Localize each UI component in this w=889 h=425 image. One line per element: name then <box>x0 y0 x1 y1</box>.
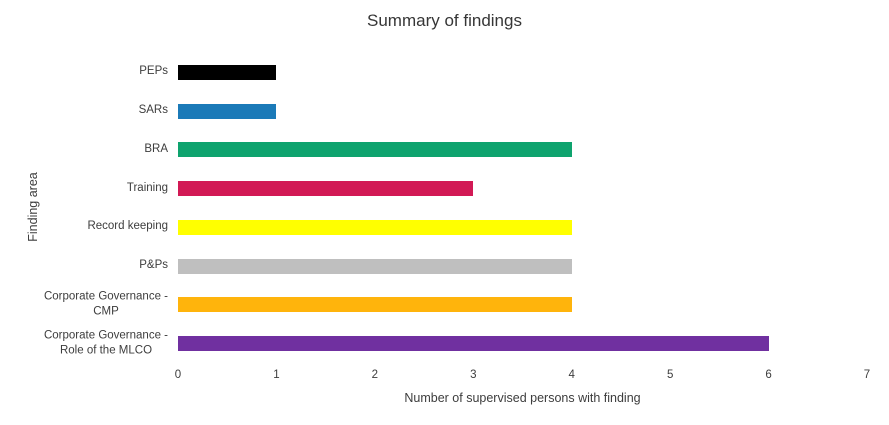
chart-title: Summary of findings <box>367 11 522 30</box>
bar <box>178 181 474 197</box>
category-label: P&Ps <box>139 259 168 272</box>
bar <box>178 142 572 158</box>
x-axis-label: Number of supervised persons with findin… <box>404 391 641 405</box>
category-label: Corporate Governance - Role of the MLCO <box>43 329 168 357</box>
plot-area <box>178 53 867 363</box>
category-label: Record keeping <box>87 220 168 233</box>
x-tick: 2 <box>371 369 379 381</box>
x-tick: 4 <box>568 369 575 381</box>
x-tick: 3 <box>470 369 477 381</box>
bar <box>178 103 277 119</box>
x-tick: 5 <box>666 369 674 381</box>
category-label: PEPs <box>139 65 168 78</box>
x-tick: 0 <box>174 369 182 381</box>
category-label: SARs <box>138 104 168 117</box>
category-label: Corporate Governance - CMP <box>43 290 168 318</box>
x-axis-ticks: 0 1 2 3 4 5 6 7 <box>0 369 889 383</box>
bar <box>178 336 769 352</box>
category-labels: PEPs SARs BRA Training Record keeping P&Ps Cor… <box>0 53 168 363</box>
x-tick: 7 <box>863 369 871 381</box>
category-label: Training <box>126 181 168 194</box>
x-tick: 1 <box>273 369 280 381</box>
bar <box>178 219 572 235</box>
x-tick: 6 <box>765 369 772 381</box>
bar <box>178 258 572 274</box>
bar <box>178 297 572 313</box>
bar <box>178 64 277 80</box>
category-label: BRA <box>144 143 168 156</box>
